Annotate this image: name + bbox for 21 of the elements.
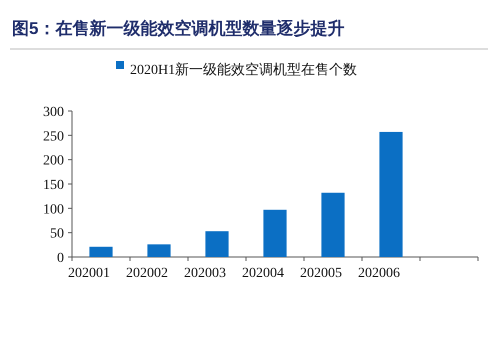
bar <box>205 231 229 257</box>
x-tick-label: 202001 <box>68 266 110 281</box>
bar <box>147 244 171 257</box>
bar <box>379 132 403 257</box>
y-tick-label: 100 <box>43 202 64 218</box>
y-tick-label: 250 <box>43 129 64 144</box>
chart-title: 图5：在售新一级能效空调机型数量逐步提升 <box>12 19 344 38</box>
bar <box>263 210 287 257</box>
y-tick-label: 300 <box>43 105 64 120</box>
y-tick-label: 50 <box>50 226 64 242</box>
y-tick-label: 200 <box>43 154 64 169</box>
bar <box>321 192 345 257</box>
legend-label: 2020H1新一级能效空调机型在售个数 <box>130 62 358 78</box>
x-tick-label: 202003 <box>184 266 226 281</box>
x-tick-label: 202006 <box>358 266 400 281</box>
x-tick-label: 202005 <box>300 266 342 281</box>
y-tick-label: 0 <box>57 251 64 266</box>
y-tick-label: 150 <box>43 178 64 193</box>
bar <box>89 246 113 257</box>
x-tick-label: 202004 <box>242 266 284 281</box>
x-tick-label: 202002 <box>126 266 168 281</box>
